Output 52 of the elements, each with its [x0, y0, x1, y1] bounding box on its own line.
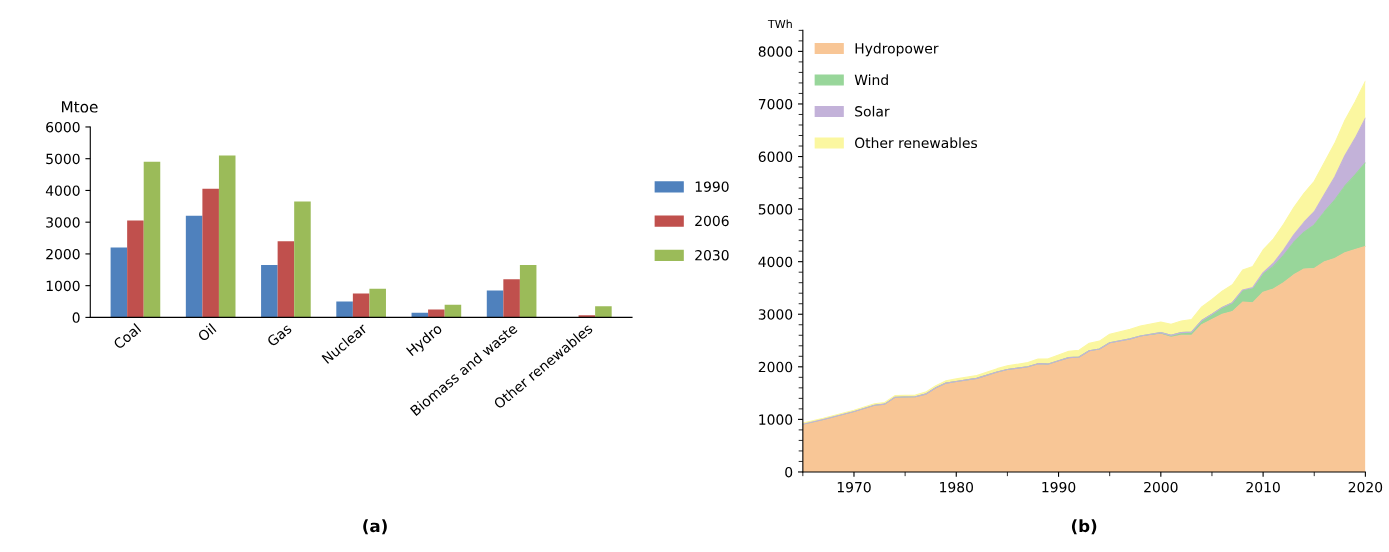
x-tick-label: 2000 [1144, 481, 1178, 493]
bar [202, 188, 219, 318]
x-tick-label: 2010 [1246, 481, 1280, 493]
y-tick-label: 7000 [758, 98, 793, 110]
legend-label: Other renewables [855, 137, 978, 149]
y-axis-title: TWh [767, 19, 792, 29]
bar [185, 215, 203, 318]
bar [428, 309, 445, 318]
legend-label: Hydropower [855, 42, 939, 57]
y-tick-label: 4000 [758, 256, 793, 268]
legend-label: 1990 [695, 181, 729, 192]
x-tick-label: 1970 [837, 481, 871, 493]
y-axis-title: Mtoe [61, 101, 98, 113]
text: (b) [1071, 519, 1097, 535]
y-tick-label: 0 [72, 312, 80, 323]
bar [261, 265, 278, 318]
bar [519, 265, 537, 318]
x-tick-label: 1980 [940, 481, 974, 493]
bar [595, 306, 612, 318]
legend-label: Wind [854, 74, 888, 86]
y-tick-label: 3000 [46, 217, 80, 228]
bar [444, 304, 462, 318]
bar [110, 247, 128, 318]
legend-label: 2006 [695, 215, 729, 227]
legend-label: Solar [855, 105, 890, 117]
bar [127, 220, 144, 318]
legend-label: 2030 [695, 249, 729, 261]
bar [143, 161, 161, 318]
y-tick-label: 2000 [46, 248, 80, 260]
y-tick-label: 8000 [758, 46, 793, 57]
bar [369, 288, 386, 318]
x-tick-label: Oil [196, 323, 217, 342]
bar [486, 290, 504, 318]
y-tick-label: 1000 [759, 414, 793, 425]
bar [352, 293, 370, 318]
bar [277, 241, 295, 318]
y-tick-label: 1000 [46, 280, 80, 292]
y-tick-label: 6000 [46, 121, 80, 133]
x-tick-label: Gas [266, 322, 293, 348]
bar [294, 201, 311, 318]
y-tick-label: 6000 [758, 151, 793, 163]
bar [218, 155, 236, 318]
text: (a) [363, 519, 387, 535]
x-tick-label: 1990 [1042, 481, 1076, 493]
x-tick-label: 2020 [1348, 481, 1383, 493]
y-tick-label: 5000 [46, 153, 80, 165]
bar [336, 301, 353, 318]
y-tick-label: 4000 [45, 185, 80, 196]
y-tick-label: 3000 [758, 309, 793, 320]
bar [503, 279, 520, 318]
y-tick-label: 0 [785, 466, 793, 478]
y-tick-label: 5000 [758, 204, 793, 215]
